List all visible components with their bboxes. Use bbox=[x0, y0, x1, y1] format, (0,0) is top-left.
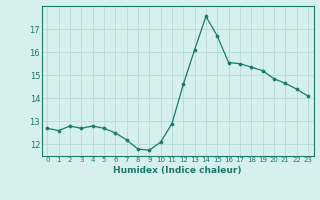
X-axis label: Humidex (Indice chaleur): Humidex (Indice chaleur) bbox=[113, 166, 242, 175]
